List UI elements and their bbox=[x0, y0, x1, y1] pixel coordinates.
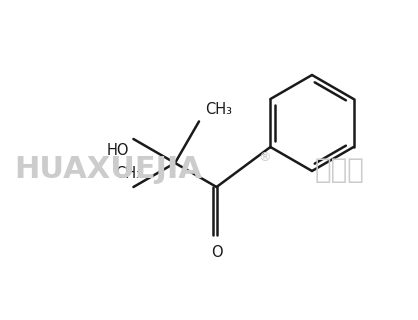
Text: HO: HO bbox=[107, 143, 130, 158]
Text: CH₃: CH₃ bbox=[205, 102, 232, 117]
Text: 化学加: 化学加 bbox=[315, 156, 365, 184]
Text: HUAXUEJIA: HUAXUEJIA bbox=[14, 156, 202, 185]
Text: ®: ® bbox=[258, 151, 270, 164]
Text: O: O bbox=[211, 245, 222, 260]
Text: CH₃: CH₃ bbox=[115, 166, 142, 181]
